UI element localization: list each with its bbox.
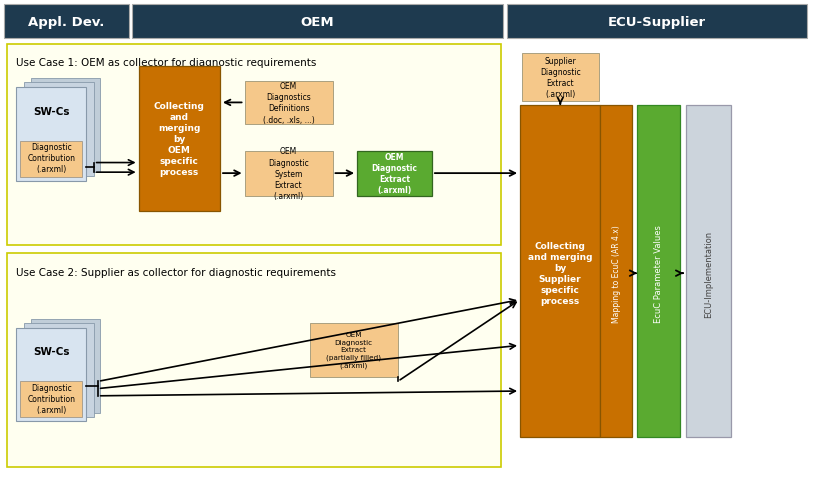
Text: OEM
Diagnostic
System
Extract
(.arxml): OEM Diagnostic System Extract (.arxml) xyxy=(268,147,309,201)
Bar xyxy=(7,254,501,467)
Bar xyxy=(507,5,807,39)
Text: EcuC Parameter Values: EcuC Parameter Values xyxy=(654,225,663,323)
Bar xyxy=(132,5,503,39)
Text: SW-Cs: SW-Cs xyxy=(33,347,69,356)
Text: OEM
Diagnostic
Extract
(.arxml): OEM Diagnostic Extract (.arxml) xyxy=(372,153,417,195)
Bar xyxy=(24,323,94,417)
Text: Diagnostic
Contribution
(.arxml): Diagnostic Contribution (.arxml) xyxy=(28,383,75,414)
Bar xyxy=(310,323,398,377)
Text: Diagnostic
Contribution
(.arxml): Diagnostic Contribution (.arxml) xyxy=(28,143,75,174)
Bar xyxy=(16,328,86,421)
Text: OEM
Diagnostic
Extract
(partially filled)
(.arxml): OEM Diagnostic Extract (partially filled… xyxy=(326,332,381,368)
Text: OEM: OEM xyxy=(301,15,334,29)
Bar xyxy=(20,142,82,178)
Bar xyxy=(139,67,220,211)
Text: Collecting
and
merging
by
OEM
specific
process: Collecting and merging by OEM specific p… xyxy=(154,101,205,177)
Bar xyxy=(244,82,333,125)
Text: OEM
Diagnostics
Definitions
(.doc, .xls, ...): OEM Diagnostics Definitions (.doc, .xls,… xyxy=(262,82,315,124)
Text: Collecting
and merging
by
Supplier
specific
process: Collecting and merging by Supplier speci… xyxy=(527,241,593,306)
Bar xyxy=(522,54,599,102)
Text: Appl. Dev.: Appl. Dev. xyxy=(29,15,104,29)
Bar xyxy=(31,79,100,173)
Bar xyxy=(4,5,129,39)
Bar xyxy=(31,319,100,413)
Text: Use Case 2: Supplier as collector for diagnostic requirements: Use Case 2: Supplier as collector for di… xyxy=(16,267,337,277)
Text: Mapping to EcuC (AR 4.x): Mapping to EcuC (AR 4.x) xyxy=(611,225,621,323)
Text: ECU-Implementation: ECU-Implementation xyxy=(703,230,713,317)
Bar xyxy=(520,106,600,437)
Bar xyxy=(7,45,501,246)
Text: Use Case 1: OEM as collector for diagnostic requirements: Use Case 1: OEM as collector for diagnos… xyxy=(16,59,317,68)
Text: SW-Cs: SW-Cs xyxy=(33,107,69,116)
Text: Supplier
Diagnostic
Extract
(.arxml): Supplier Diagnostic Extract (.arxml) xyxy=(540,57,580,99)
Text: ECU-Supplier: ECU-Supplier xyxy=(608,15,706,29)
Bar xyxy=(24,83,94,177)
Bar xyxy=(600,106,632,437)
Bar xyxy=(16,88,86,181)
Bar xyxy=(244,151,333,197)
Bar xyxy=(20,382,82,418)
Bar xyxy=(686,106,731,437)
Bar xyxy=(357,151,432,197)
Bar xyxy=(637,106,680,437)
